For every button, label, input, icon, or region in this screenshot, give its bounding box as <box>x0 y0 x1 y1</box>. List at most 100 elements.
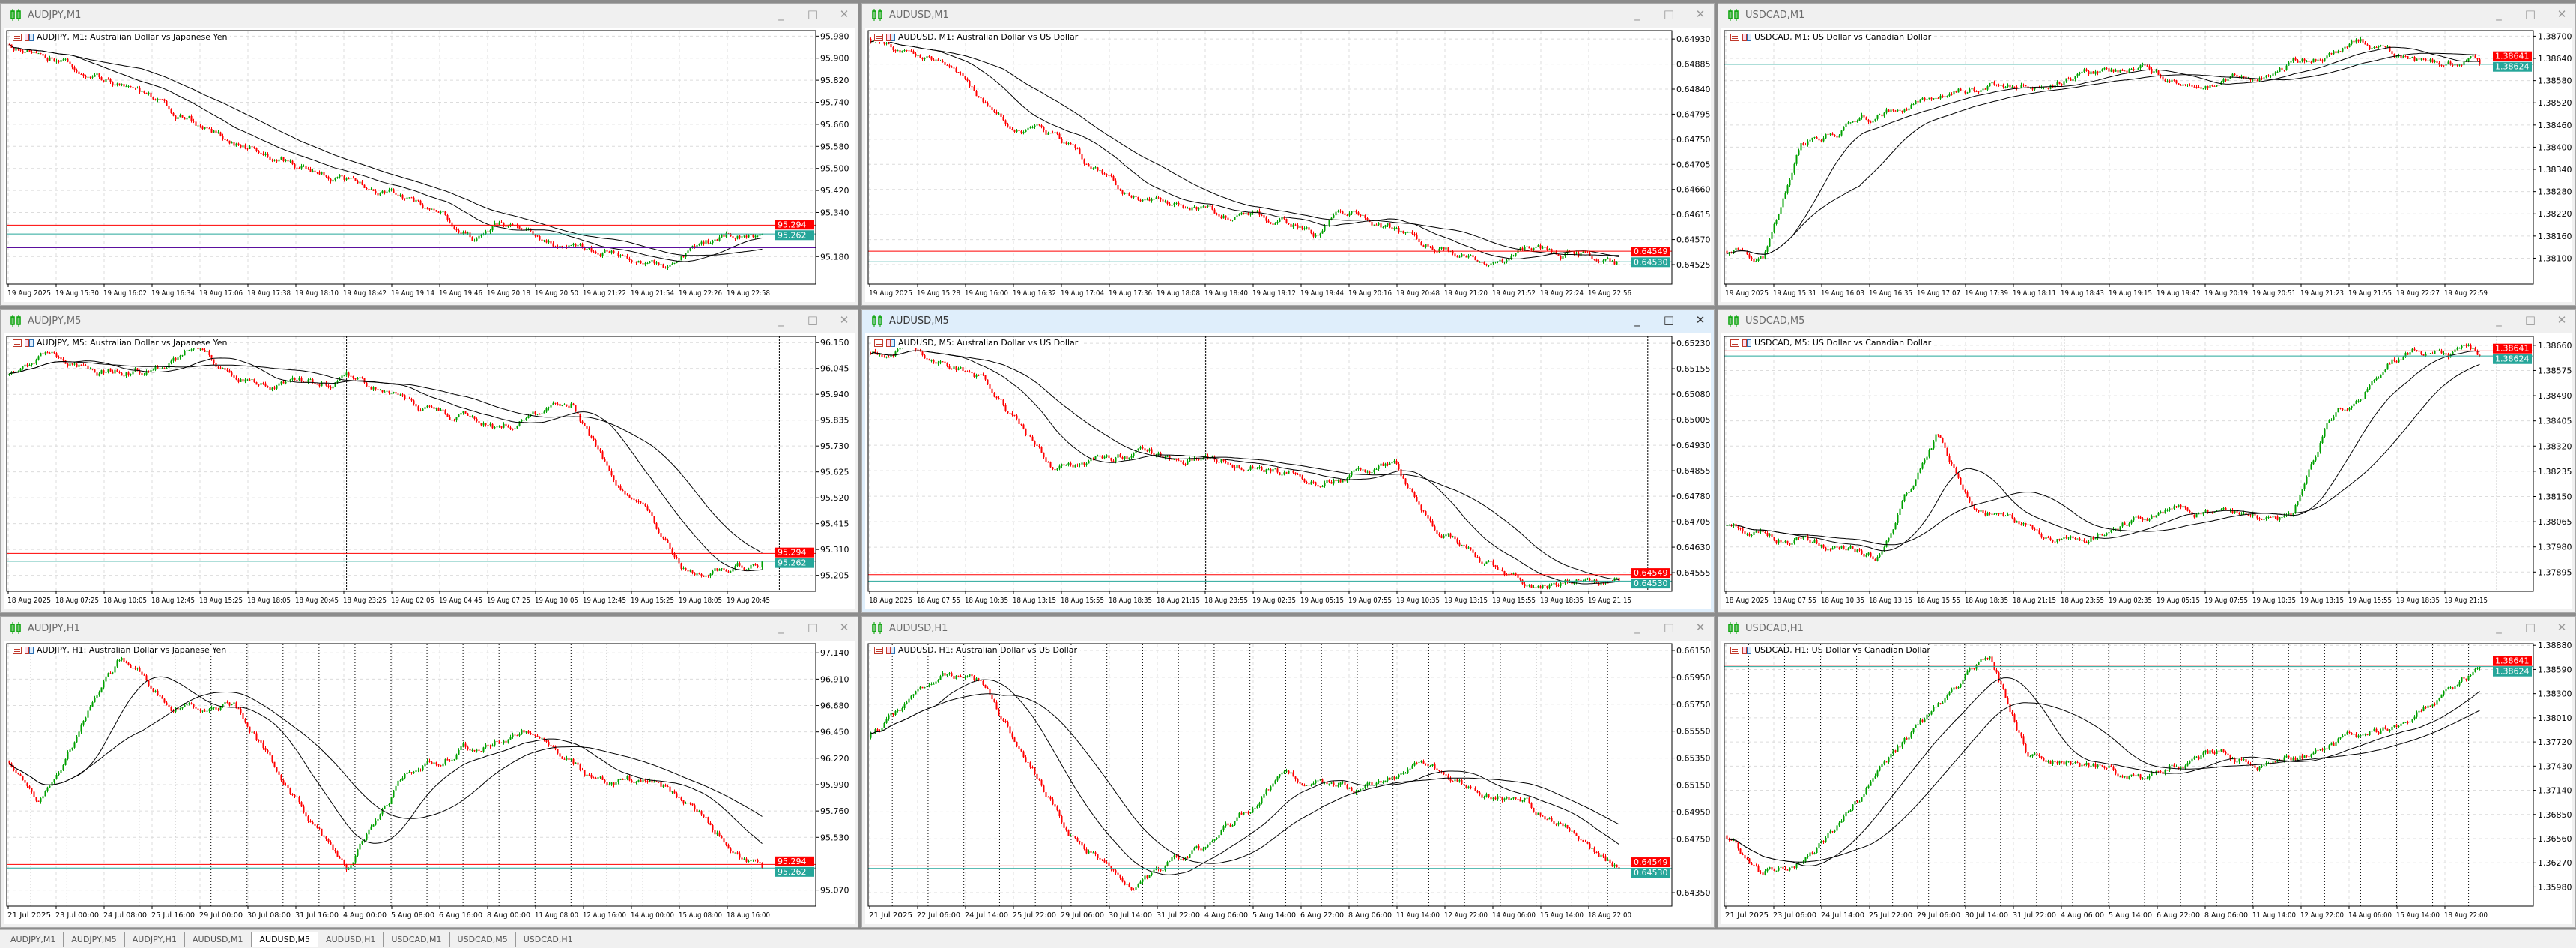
window-titlebar[interactable]: AUDUSD,M5 _ □ ✕ <box>862 310 1714 332</box>
window-titlebar[interactable]: USDCAD,M1 _ □ ✕ <box>1718 4 2575 26</box>
maximize-button[interactable]: □ <box>1663 7 1675 21</box>
price-chart[interactable]: 1.388801.385901.383001.380101.377201.374… <box>1721 641 2572 924</box>
chart-area[interactable]: 0.64930 0.64885 0.64840 0.64795 0.64750 0.647… <box>865 28 1711 302</box>
minimize-button[interactable]: _ <box>2496 7 2502 21</box>
ask-price-label: 0.64549 <box>1634 568 1668 578</box>
chart-area[interactable]: 96.150 96.045 95.940 95.835 95.730 95.625 95.5… <box>4 333 855 609</box>
candle <box>1818 842 1820 848</box>
maximize-button[interactable]: □ <box>2524 621 2536 634</box>
close-button[interactable]: ✕ <box>1695 313 1706 327</box>
chart-window[interactable]: AUDJPY,M5 _ □ ✕ 96.150 96.045 95.940 95.835 95.7… <box>0 309 858 613</box>
trade-panel-icon[interactable] <box>1730 339 1739 347</box>
chart-tab[interactable]: AUDUSD,M5 <box>251 932 319 947</box>
chart-tab[interactable]: AUDJPY,H1 <box>125 932 185 947</box>
window-titlebar[interactable]: AUDJPY,M1 _ □ ✕ <box>1 4 858 26</box>
close-button[interactable]: ✕ <box>839 621 849 634</box>
close-button[interactable]: ✕ <box>839 7 849 21</box>
price-chart[interactable]: 0.661500.659500.657500.655500.653500.651… <box>865 641 1711 924</box>
minimize-button[interactable]: _ <box>778 621 784 634</box>
maximize-button[interactable]: □ <box>807 313 819 327</box>
price-chart[interactable]: 0.649300.648850.648400.647950.647500.647… <box>865 28 1711 302</box>
close-button[interactable]: ✕ <box>1695 621 1706 634</box>
chart-window[interactable]: AUDJPY,M1 _ □ ✕ 95.980 95.900 95.820 95.740 95.6… <box>0 3 858 306</box>
maximize-button[interactable]: □ <box>807 7 819 21</box>
chart-tab[interactable]: AUDJPY,M5 <box>64 932 125 947</box>
chart-area[interactable]: 97.140 96.910 96.680 96.450 96.220 95.990 95.7… <box>4 641 855 924</box>
close-button[interactable]: ✕ <box>2557 7 2567 21</box>
price-chart[interactable]: 1.386601.385751.384901.384051.383201.382… <box>1721 333 2572 609</box>
candle <box>491 226 494 232</box>
trade-panel-icon[interactable] <box>1730 33 1739 41</box>
price-chart[interactable]: 97.14096.91096.68096.45096.22095.99095.7… <box>4 641 855 924</box>
one-click-trading-icon[interactable] <box>25 646 34 654</box>
chart-window[interactable]: USDCAD,M1 _ □ ✕ 1.38700 1.38640 1.38580 1.38520… <box>1718 3 2576 306</box>
chart-area[interactable]: 0.65230 0.65155 0.65080 0.65005 0.64930 0.648… <box>865 333 1711 609</box>
window-titlebar[interactable]: USDCAD,H1 _ □ ✕ <box>1718 617 2575 639</box>
chart-tab[interactable]: USDCAD,M1 <box>384 932 450 947</box>
candle <box>1937 434 1939 438</box>
close-button[interactable]: ✕ <box>839 313 849 327</box>
window-titlebar[interactable]: AUDJPY,M5 _ □ ✕ <box>1 310 858 332</box>
trade-panel-icon[interactable] <box>874 339 883 347</box>
minimize-button[interactable]: _ <box>1634 621 1640 634</box>
chart-tab[interactable]: AUDUSD,H1 <box>318 932 384 947</box>
candle <box>2418 710 2420 714</box>
minimize-button[interactable]: _ <box>1634 7 1640 21</box>
one-click-trading-icon[interactable] <box>1742 33 1751 41</box>
candle <box>455 416 458 423</box>
chart-window[interactable]: AUDJPY,H1 _ □ ✕ 97.140 96.910 96.680 96.450 96.2… <box>0 616 858 928</box>
chart-area[interactable]: 95.980 95.900 95.820 95.740 95.660 95.580 95.5… <box>4 28 855 302</box>
candle <box>601 252 604 259</box>
trade-panel-icon[interactable] <box>13 33 22 41</box>
price-chart[interactable]: 95.98095.90095.82095.74095.66095.58095.5… <box>4 28 855 302</box>
one-click-trading-icon[interactable] <box>25 33 34 41</box>
minimize-button[interactable]: _ <box>2496 621 2502 634</box>
trade-panel-icon[interactable] <box>13 646 22 654</box>
window-titlebar[interactable]: AUDUSD,M1 _ □ ✕ <box>862 4 1714 26</box>
candle <box>91 700 94 707</box>
chart-window[interactable]: AUDUSD,H1 _ □ ✕ 0.66150 0.65950 0.65750 0.65550… <box>861 616 1715 928</box>
maximize-button[interactable]: □ <box>1663 621 1675 634</box>
minimize-button[interactable]: _ <box>778 313 784 327</box>
minimize-button[interactable]: _ <box>2496 313 2502 327</box>
close-button[interactable]: ✕ <box>2557 313 2567 327</box>
price-chart[interactable]: 0.652300.651550.650800.650050.649300.648… <box>865 333 1711 609</box>
candle <box>1892 529 1894 535</box>
price-chart[interactable]: 96.15096.04595.94095.83595.73095.62595.5… <box>4 333 855 609</box>
one-click-trading-icon[interactable] <box>886 33 895 41</box>
trade-panel-icon[interactable] <box>13 339 22 347</box>
chart-window[interactable]: USDCAD,H1 _ □ ✕ 1.38880 1.38590 1.38300 1.38010… <box>1718 616 2576 928</box>
one-click-trading-icon[interactable] <box>1742 339 1751 347</box>
minimize-button[interactable]: _ <box>778 7 784 21</box>
chart-area[interactable]: 1.38700 1.38640 1.38580 1.38520 1.38460 1.384… <box>1721 28 2572 302</box>
maximize-button[interactable]: □ <box>807 621 819 634</box>
maximize-button[interactable]: □ <box>2524 313 2536 327</box>
trade-panel-icon[interactable] <box>874 646 883 654</box>
chart-area[interactable]: 1.38880 1.38590 1.38300 1.38010 1.37720 1.374… <box>1721 641 2572 924</box>
trade-panel-icon[interactable] <box>874 33 883 41</box>
one-click-trading-icon[interactable] <box>25 339 34 347</box>
price-chart[interactable]: 1.387001.386401.385801.385201.384601.384… <box>1721 28 2572 302</box>
chart-window[interactable]: AUDUSD,M5 _ □ ✕ 0.65230 0.65155 0.65080 0.65005… <box>861 309 1715 613</box>
candle <box>2004 515 2007 517</box>
trade-panel-icon[interactable] <box>1730 646 1739 654</box>
window-titlebar[interactable]: AUDJPY,H1 _ □ ✕ <box>1 617 858 639</box>
minimize-button[interactable]: _ <box>1634 313 1640 327</box>
chart-tab[interactable]: USDCAD,H1 <box>516 932 581 947</box>
chart-window[interactable]: USDCAD,M5 _ □ ✕ 1.38660 1.38575 1.38490 1.38405… <box>1718 309 2576 613</box>
window-titlebar[interactable]: USDCAD,M5 _ □ ✕ <box>1718 310 2575 332</box>
one-click-trading-icon[interactable] <box>1742 646 1751 654</box>
chart-window[interactable]: AUDUSD,M1 _ □ ✕ 0.64930 0.64885 0.64840 0.64795… <box>861 3 1715 306</box>
chart-tab[interactable]: AUDUSD,M1 <box>185 932 252 947</box>
maximize-button[interactable]: □ <box>1663 313 1675 327</box>
chart-area[interactable]: 0.66150 0.65950 0.65750 0.65550 0.65350 0.651… <box>865 641 1711 924</box>
one-click-trading-icon[interactable] <box>886 646 895 654</box>
close-button[interactable]: ✕ <box>1695 7 1706 21</box>
chart-tab[interactable]: AUDJPY,M1 <box>3 932 64 947</box>
maximize-button[interactable]: □ <box>2524 7 2536 21</box>
one-click-trading-icon[interactable] <box>886 339 895 347</box>
window-titlebar[interactable]: AUDUSD,H1 _ □ ✕ <box>862 617 1714 639</box>
close-button[interactable]: ✕ <box>2557 621 2567 634</box>
chart-area[interactable]: 1.38660 1.38575 1.38490 1.38405 1.38320 1.382… <box>1721 333 2572 609</box>
chart-tab[interactable]: USDCAD,M5 <box>450 932 516 947</box>
